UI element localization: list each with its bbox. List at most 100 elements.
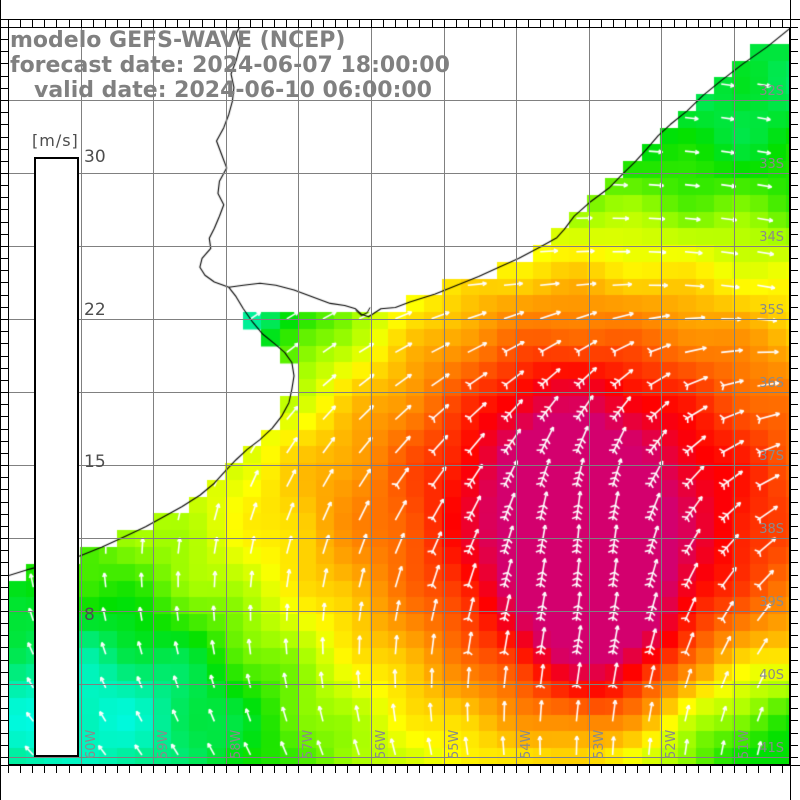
axis-tick xyxy=(790,51,798,52)
axis-tick xyxy=(649,765,650,773)
axis-tick xyxy=(432,765,433,773)
axis-tick xyxy=(1,672,8,673)
axis-tick xyxy=(790,356,798,357)
gridline-lon-51W xyxy=(734,27,735,765)
axis-tick xyxy=(395,20,396,27)
axis-tick xyxy=(141,765,142,773)
axis-tick xyxy=(1,708,8,709)
axis-tick xyxy=(44,765,45,773)
axis-tick xyxy=(226,765,227,773)
axis-tick xyxy=(758,20,759,27)
ruler-baseline xyxy=(0,19,800,20)
axis-tick xyxy=(746,765,747,773)
axis-tick xyxy=(661,20,662,27)
axis-tick xyxy=(347,20,348,27)
axis-tick xyxy=(468,765,469,773)
axis-tick xyxy=(456,20,457,27)
axis-tick xyxy=(1,161,8,162)
axis-tick xyxy=(1,185,8,186)
axis-tick xyxy=(710,20,711,27)
axis-tick xyxy=(790,575,798,576)
axis-tick xyxy=(274,20,275,27)
axis-tick xyxy=(81,20,82,27)
axis-tick xyxy=(407,20,408,27)
axis-tick xyxy=(480,765,481,773)
colorbar-outline xyxy=(34,157,79,757)
axis-tick xyxy=(286,20,287,27)
axis-tick xyxy=(790,63,798,64)
colorbar-tick-30: 30 xyxy=(84,147,106,167)
lon-label-51W: 51W xyxy=(737,729,752,759)
axis-tick xyxy=(790,684,798,685)
axis-tick xyxy=(238,765,239,773)
axis-tick xyxy=(790,185,798,186)
axis-tick xyxy=(722,765,723,773)
gridline-lon-56W xyxy=(371,27,372,765)
axis-tick xyxy=(1,149,8,150)
axis-tick xyxy=(1,270,8,271)
gridline-lon-59W xyxy=(153,27,154,765)
axis-tick xyxy=(790,295,798,296)
gridline-lat-36S xyxy=(8,392,790,393)
axis-tick xyxy=(540,20,541,27)
axis-tick xyxy=(492,765,493,773)
lat-label-39S: 39S xyxy=(759,595,784,610)
axis-tick xyxy=(698,20,699,27)
axis-tick xyxy=(790,587,798,588)
axis-tick xyxy=(311,20,312,27)
gridline-lat-39S xyxy=(8,611,790,612)
axis-tick xyxy=(1,465,8,466)
axis-tick xyxy=(758,765,759,773)
axis-tick xyxy=(1,222,8,223)
axis-tick xyxy=(790,514,798,515)
axis-tick xyxy=(250,20,251,27)
lat-label-35S: 35S xyxy=(759,303,784,318)
axis-tick xyxy=(1,745,8,746)
axis-tick xyxy=(698,765,699,773)
axis-tick xyxy=(1,331,8,332)
axis-tick xyxy=(1,39,8,40)
axis-tick xyxy=(790,745,798,746)
axis-tick xyxy=(790,27,798,28)
axis-tick xyxy=(214,765,215,773)
axis-tick xyxy=(790,246,798,247)
axis-tick xyxy=(262,20,263,27)
axis-tick xyxy=(504,20,505,27)
axis-tick xyxy=(790,100,798,101)
axis-tick xyxy=(105,765,106,773)
axis-tick xyxy=(625,20,626,27)
axis-tick xyxy=(686,20,687,27)
axis-tick xyxy=(790,270,798,271)
map-plot-area[interactable]: 32S 33S 34S 35S 36S 37S 38S 39S 40S 41S 60W 59W 58W… xyxy=(8,27,790,765)
axis-tick xyxy=(625,765,626,773)
axis-tick xyxy=(790,197,798,198)
axis-tick xyxy=(790,258,798,259)
axis-tick xyxy=(577,765,578,773)
axis-tick xyxy=(1,538,8,539)
lon-label-58W: 58W xyxy=(229,729,244,759)
colorbar[interactable] xyxy=(34,157,79,757)
axis-tick xyxy=(1,173,8,174)
axis-tick xyxy=(1,124,8,125)
axis-tick xyxy=(577,20,578,27)
axis-tick xyxy=(790,477,798,478)
axis-tick xyxy=(444,765,445,773)
ruler-baseline xyxy=(0,0,1,800)
axis-tick xyxy=(790,623,798,624)
axis-tick xyxy=(1,356,8,357)
lat-label-37S: 37S xyxy=(759,449,784,464)
axis-tick xyxy=(1,647,8,648)
axis-tick xyxy=(1,635,8,636)
axis-tick xyxy=(790,149,798,150)
axis-tick xyxy=(790,380,798,381)
axis-tick xyxy=(790,441,798,442)
axis-tick xyxy=(311,765,312,773)
axis-tick xyxy=(1,295,8,296)
axis-tick xyxy=(589,20,590,27)
axis-tick xyxy=(790,696,798,697)
axis-tick xyxy=(1,88,8,89)
axis-tick xyxy=(1,489,8,490)
axis-tick xyxy=(722,20,723,27)
axis-tick xyxy=(177,20,178,27)
axis-tick xyxy=(1,441,8,442)
